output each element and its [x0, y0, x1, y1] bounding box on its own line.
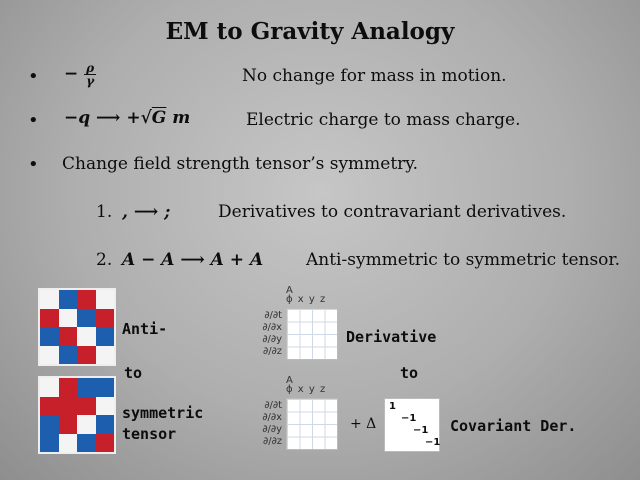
tensor-cell — [95, 396, 114, 415]
matrix-diag-1: −1 — [401, 413, 417, 424]
tensor-cell — [77, 308, 96, 327]
item-number: 1. — [96, 202, 113, 222]
tensor-cell — [58, 433, 77, 452]
grid-header-A: A — [286, 285, 293, 296]
label-to-right: to — [400, 364, 419, 382]
derivative-row-labels: ∂/∂t ∂/∂x ∂/∂y ∂/∂z — [248, 310, 282, 358]
tensor-cell — [77, 415, 96, 434]
label-to-left: to — [124, 364, 143, 382]
deriv-y: ∂/∂y — [262, 334, 282, 345]
tensor-cell — [40, 378, 59, 397]
tensor-cell — [77, 290, 96, 309]
formula-rho-over-gamma: − ρ γ — [64, 61, 97, 88]
page-title: EM to Gravity Analogy — [165, 18, 455, 45]
item-text: Anti-symmetric to symmetric tensor. — [306, 250, 621, 270]
sqrt-radicand: G — [151, 108, 167, 128]
tensor-cell — [40, 396, 59, 415]
tensor-cell — [77, 433, 96, 452]
grid-header: ϕ x y z — [286, 294, 327, 305]
tensor-cell — [77, 378, 96, 397]
tensor-cell — [58, 290, 77, 309]
minus-sign: − — [64, 64, 79, 84]
bullet-mark: • — [28, 154, 39, 175]
bullet-text: Electric charge to mass charge. — [246, 110, 521, 130]
bullet-mark: • — [28, 110, 39, 131]
deriv-x: ∂/∂x — [262, 322, 282, 333]
tensor-cell — [77, 396, 96, 415]
fraction-numerator: ρ — [84, 61, 97, 75]
bullet-mark: • — [28, 66, 39, 87]
derivative-grid — [286, 398, 338, 450]
deriv-y: ∂/∂y — [262, 424, 282, 435]
tensor-cell — [40, 345, 59, 364]
label-tensor: tensor — [122, 425, 177, 443]
grid-header-A: A — [286, 375, 293, 386]
item-text: Derivatives to contravariant derivatives… — [218, 202, 567, 222]
label-symmetric: symmetric — [122, 404, 204, 422]
formula-charge: −q ⟶ +√G m — [64, 108, 190, 128]
tensor-cell — [95, 378, 114, 397]
tensor-cell — [58, 415, 77, 434]
item-number: 2. — [96, 250, 113, 270]
metric-matrix: 1 −1 −1 −1 — [384, 398, 440, 452]
matrix-diag-2: −1 — [413, 425, 429, 436]
tensor-cell — [58, 378, 77, 397]
plus-delta: + Δ — [350, 416, 377, 432]
fraction: ρ γ — [84, 61, 97, 88]
formula-charge-lhs: −q ⟶ + — [64, 108, 141, 128]
symmetric-tensor-image — [38, 376, 116, 454]
bullet-text: No change for mass in motion. — [242, 66, 507, 86]
tensor-cell — [95, 345, 114, 364]
label-covariant: Covariant Der. — [450, 417, 577, 435]
deriv-t: ∂/∂t — [264, 400, 282, 411]
tensor-cell — [40, 290, 59, 309]
derivative-row-labels: ∂/∂t ∂/∂x ∂/∂y ∂/∂z — [248, 400, 282, 448]
tensor-cell — [40, 433, 59, 452]
tensor-cell — [40, 415, 59, 434]
tensor-cell — [77, 327, 96, 346]
tensor-cell — [58, 396, 77, 415]
tensor-cell — [95, 308, 114, 327]
tensor-cell — [95, 327, 114, 346]
tensor-cell — [40, 327, 59, 346]
label-anti: Anti- — [122, 320, 168, 338]
tensor-cell — [58, 327, 77, 346]
tensor-cell — [95, 433, 114, 452]
deriv-z: ∂/∂z — [263, 436, 282, 447]
formula-derivatives: , ⟶ ; — [122, 202, 171, 222]
formula-charge-tail: m — [166, 108, 191, 128]
tensor-cell — [95, 415, 114, 434]
grid-header: ϕ x y z — [286, 384, 327, 395]
deriv-t: ∂/∂t — [264, 310, 282, 321]
tensor-cell — [58, 345, 77, 364]
tensor-cell — [40, 308, 59, 327]
tensor-cell — [77, 345, 96, 364]
deriv-x: ∂/∂x — [262, 412, 282, 423]
bullet-text: Change field strength tensor’s symmetry. — [62, 154, 419, 174]
tensor-cell — [95, 290, 114, 309]
tensor-cell — [58, 308, 77, 327]
fraction-denominator: γ — [86, 74, 95, 88]
derivative-grid — [286, 308, 338, 360]
anti-symmetric-tensor-image — [38, 288, 116, 366]
formula-tensor: A − A ⟶ A + A — [122, 250, 264, 270]
matrix-diag-0: 1 — [389, 401, 396, 412]
sqrt-sign: √ — [140, 108, 152, 128]
deriv-z: ∂/∂z — [263, 346, 282, 357]
matrix-diag-3: −1 — [425, 437, 441, 448]
label-derivative: Derivative — [346, 328, 437, 346]
